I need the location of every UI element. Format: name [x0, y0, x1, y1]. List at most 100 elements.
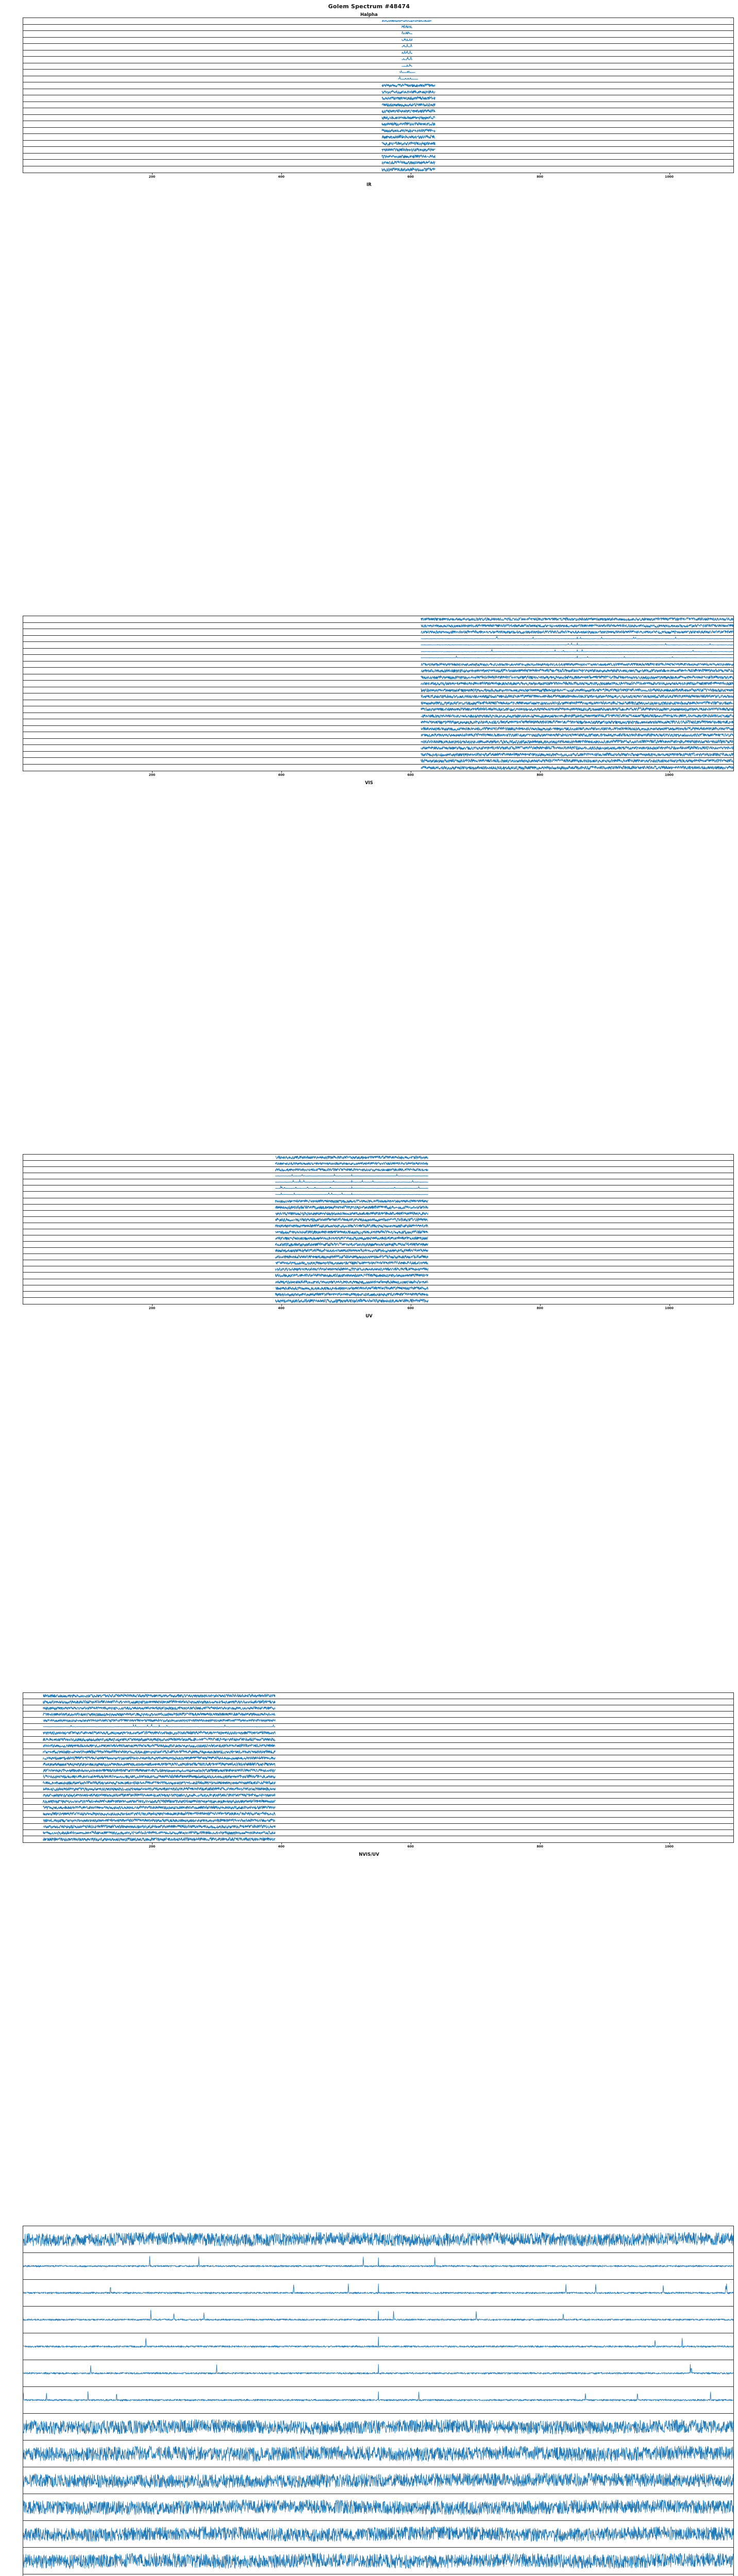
plot-area	[23, 1749, 733, 1755]
spectrum-trace	[43, 1699, 276, 1705]
x-axis: 200 400 600 800 1000	[23, 771, 734, 779]
plot-area	[23, 1185, 733, 1191]
spectrum-row: 12001100	[23, 1761, 733, 1768]
x-tick-label: 600	[407, 1844, 414, 1849]
plot-area	[23, 693, 733, 700]
spectrum-row: 1000500	[23, 1185, 733, 1192]
spectrum-row: 12001100	[23, 1818, 733, 1824]
spectrum-row: 450425	[23, 726, 733, 732]
plot-area	[23, 706, 733, 713]
section-title-halpha: Halpha	[360, 12, 378, 18]
x-tick-label: 800	[536, 175, 543, 179]
spectrum-trace	[275, 1261, 428, 1266]
spectrum-trace	[381, 109, 435, 114]
spectrum-row: 12001100	[23, 1699, 733, 1706]
x-tick-mark	[540, 1304, 541, 1306]
spectrum-trace	[43, 1824, 276, 1829]
spectrum-trace	[275, 1167, 428, 1172]
spectrum-trace	[421, 765, 733, 771]
plot-area	[23, 141, 733, 147]
plot-area	[23, 2441, 733, 2467]
spectrum-row: 525500	[23, 1198, 733, 1205]
plot-area	[23, 44, 733, 50]
spectrum-row: 525500	[23, 1211, 733, 1217]
plot-area	[23, 1254, 733, 1260]
spectrum-row: 185180175	[23, 134, 733, 141]
spectrum-trace	[401, 38, 413, 41]
plot-area	[23, 1292, 733, 1297]
plot-area	[23, 1792, 733, 1798]
spectrum-row: 1000500	[23, 2360, 733, 2387]
spectrum-trace	[43, 1755, 276, 1761]
spectrum-row: 12001100	[23, 1718, 733, 1724]
plot-area	[23, 1260, 733, 1266]
spectrum-trace	[381, 121, 435, 127]
spectrum-trace	[43, 1768, 276, 1773]
x-tick-label: 400	[278, 1844, 285, 1849]
spectrum-row: 520500480	[23, 1229, 733, 1236]
plot-area	[23, 57, 733, 63]
spectrum-trace	[421, 713, 733, 719]
x-tick-label: 600	[407, 1306, 414, 1310]
spectrum-trace	[275, 1161, 428, 1166]
x-tick-mark	[540, 173, 541, 175]
x-tick-mark	[540, 1842, 541, 1844]
spectrum-trace	[43, 1711, 276, 1717]
plot-area	[23, 31, 733, 37]
spectrum-row: 520500	[23, 1242, 733, 1248]
spectrum-trace	[275, 1254, 428, 1260]
spectrum-trace	[421, 681, 733, 686]
plot-area	[23, 2548, 733, 2574]
spectrum-trace	[43, 1761, 276, 1767]
plot-area	[23, 2226, 733, 2252]
spectrum-trace	[275, 1205, 428, 1210]
x-tick-label: 600	[407, 175, 414, 179]
spectrum-trace	[421, 739, 733, 744]
spectrum-trace	[23, 2310, 733, 2321]
spectrum-row: 12001100	[23, 1799, 733, 1805]
panel-stack: 4504254754504254604404206004001000500750…	[23, 616, 734, 771]
spectrum-trace	[421, 687, 733, 693]
plot-area	[23, 1737, 733, 1742]
plot-area	[23, 662, 733, 668]
spectrum-row: 20001500	[23, 1724, 733, 1731]
section-axis-label-vis: VIS	[365, 781, 373, 786]
x-tick-label: 1000	[665, 773, 674, 777]
plot-area	[23, 134, 733, 140]
spectrum-trace	[421, 617, 733, 622]
spectrum-row: 520500480	[23, 2226, 733, 2253]
spectrum-row: 500250	[23, 38, 733, 44]
spectrum-trace	[421, 655, 733, 658]
spectrum-row: 12001100	[23, 1811, 733, 1818]
spectrum-trace	[23, 2499, 733, 2515]
spectrum-row: 525500	[23, 1248, 733, 1255]
spectrum-row: 600500	[23, 1173, 733, 1180]
spectrum-row: 520500	[23, 1292, 733, 1298]
x-tick-label: 200	[148, 1306, 156, 1310]
spectrum-row: 525500	[23, 1161, 733, 1167]
spectrum-row: 12001100	[23, 1755, 733, 1761]
plot-area	[23, 1811, 733, 1817]
plot-area	[23, 1298, 733, 1304]
spectrum-trace	[275, 1279, 428, 1284]
spectrum-row: 460440	[23, 758, 733, 765]
x-tick-mark	[669, 1304, 670, 1306]
section-axis-label-nvis-uv: NVIS/UV	[359, 1852, 379, 1857]
x-tick-label: 400	[278, 175, 285, 179]
spectrum-trace	[43, 1799, 276, 1804]
spectrum-row: 12001100	[23, 1786, 733, 1793]
spectrum-trace	[275, 1242, 428, 1247]
spectrum-row: 475450425	[23, 623, 733, 629]
plot-area	[23, 2414, 733, 2440]
x-tick-mark	[281, 1304, 282, 1306]
plot-area	[23, 1768, 733, 1773]
spectrum-row: 460440	[23, 668, 733, 674]
spectrum-row: 1000500	[23, 642, 733, 649]
plot-area	[23, 1161, 733, 1166]
spectrum-row: 185180175	[23, 128, 733, 134]
plot-area	[23, 1155, 733, 1160]
plot-area	[23, 765, 733, 771]
x-tick-label: 400	[278, 773, 285, 777]
spectrum-trace	[421, 693, 733, 699]
plot-area	[23, 629, 733, 635]
